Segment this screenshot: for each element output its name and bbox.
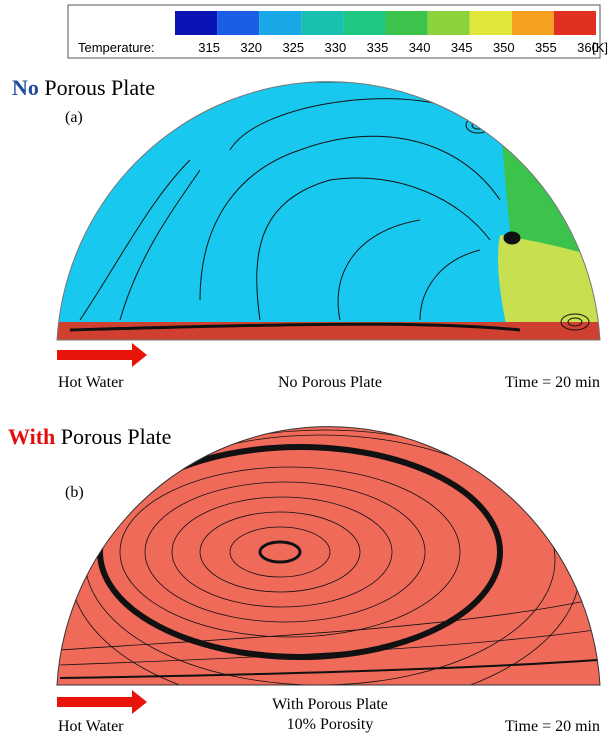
tick-label: 320 bbox=[240, 40, 262, 55]
color-swatch bbox=[301, 11, 343, 35]
page: {"colorbar": {"label": "Temperature:", "… bbox=[0, 0, 609, 738]
unit-label: [K] bbox=[592, 40, 608, 55]
tick-label: 355 bbox=[535, 40, 557, 55]
tick-label: 335 bbox=[367, 40, 389, 55]
center-line: No Porous Plate bbox=[278, 374, 382, 391]
plot-b bbox=[57, 405, 602, 710]
heading-strong: With bbox=[8, 424, 55, 449]
panel-heading: With Porous Plate bbox=[8, 424, 171, 449]
color-swatch bbox=[175, 11, 217, 35]
right-note: Time = 20 min bbox=[505, 374, 600, 391]
colorbar-label: Temperature: bbox=[78, 40, 155, 55]
figure: 315320325330335340345350355360[K] Temper… bbox=[0, 0, 609, 738]
plot-a bbox=[57, 60, 602, 342]
color-swatch bbox=[512, 11, 554, 35]
heading: Porous Plate bbox=[61, 424, 172, 449]
panel-tag: (b) bbox=[65, 484, 84, 501]
left-note: Hot Water bbox=[58, 718, 124, 735]
tick-label: 325 bbox=[282, 40, 304, 55]
panel-heading: No Porous Plate bbox=[12, 75, 155, 100]
center-note: No Porous Plate bbox=[278, 374, 382, 391]
tick-label: 330 bbox=[325, 40, 347, 55]
color-swatch bbox=[343, 11, 385, 35]
center-line: 10% Porosity bbox=[287, 716, 374, 733]
color-swatch bbox=[470, 11, 512, 35]
arrow bbox=[57, 343, 147, 367]
right-note: Time = 20 min bbox=[505, 718, 600, 735]
tick-label: 350 bbox=[493, 40, 515, 55]
heading: Porous Plate bbox=[44, 75, 155, 100]
left-note: Hot Water bbox=[58, 374, 124, 391]
heading-strong: No bbox=[12, 75, 39, 100]
color-swatch bbox=[554, 11, 596, 35]
color-swatch bbox=[428, 11, 470, 35]
tick-label: 345 bbox=[451, 40, 473, 55]
center-note: With Porous Plate 10% Porosity bbox=[272, 696, 388, 733]
tick-label: 340 bbox=[409, 40, 431, 55]
color-swatch bbox=[217, 11, 259, 35]
arrow bbox=[57, 690, 147, 714]
panel-tag: (a) bbox=[65, 109, 83, 126]
center-line: With Porous Plate bbox=[272, 696, 388, 713]
color-swatch bbox=[259, 11, 301, 35]
tick-label: 315 bbox=[198, 40, 220, 55]
color-swatch bbox=[386, 11, 428, 35]
